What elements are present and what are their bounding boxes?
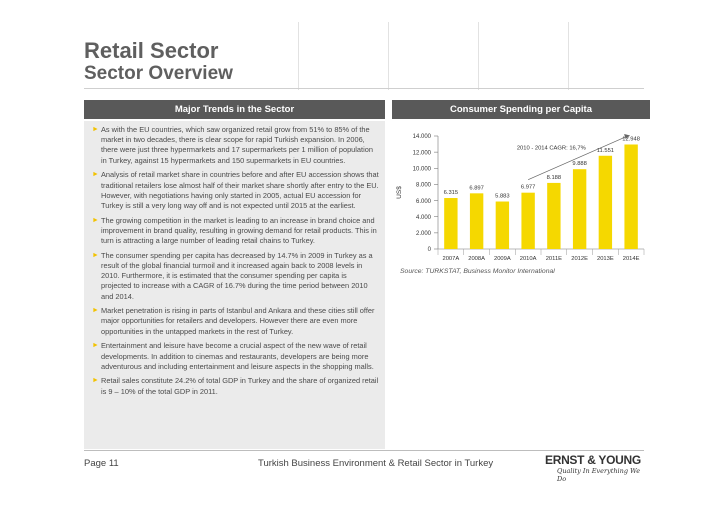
bar-value-label: 6.977	[521, 185, 536, 191]
x-tick-label: 2007A	[442, 256, 459, 262]
y-tick-label: 8.000	[416, 183, 432, 189]
trend-bullet-text: Retail sales constitute 24.2% of total G…	[101, 376, 379, 396]
y-tick-label: 12.000	[413, 150, 432, 156]
ernst-young-logo: ERNST & YOUNG Quality In Everything We D…	[545, 453, 650, 487]
footer-title: Turkish Business Environment & Retail Se…	[258, 458, 494, 469]
bar	[495, 201, 510, 249]
bar-value-label: 11.551	[597, 148, 614, 154]
bullet-arrow-icon: ►	[92, 342, 99, 350]
y-tick-label: 14.000	[413, 134, 432, 140]
bar-value-label: 12.948	[622, 136, 640, 142]
header-grid-line	[568, 22, 569, 90]
trend-bullet-text: The growing competition in the market is…	[101, 215, 377, 246]
bar	[572, 169, 587, 249]
bar-value-label: 6.315	[444, 190, 459, 196]
y-axis-label: US$	[396, 186, 403, 199]
cagr-arrow-line	[527, 136, 627, 181]
x-tick-label: 2013E	[597, 256, 614, 262]
bar	[444, 198, 458, 249]
trends-heading: Major Trends in the Sector	[84, 100, 385, 119]
trend-bullet: ► The consumer spending per capita has de…	[92, 251, 379, 302]
bar-value-label: 8.188	[547, 175, 562, 181]
trend-bullet: ► Analysis of retail market share in coun…	[92, 170, 379, 211]
bar	[624, 144, 638, 249]
bar	[469, 193, 484, 249]
x-tick-label: 2009A	[494, 256, 511, 262]
spending-bar-chart: US$ 0 2.000 4.000 6.000 8.000 10.000 12.000 14.0…	[396, 133, 645, 262]
x-tick-label: 2008A	[468, 256, 485, 262]
x-tick-label: 2014E	[623, 256, 640, 262]
trend-bullet-text: Analysis of retail market share in count…	[101, 170, 379, 210]
bullet-arrow-icon: ►	[92, 171, 99, 179]
bar-value-label: 5.883	[495, 194, 510, 200]
trend-bullet-text: Market penetration is rising in parts of…	[101, 306, 375, 336]
trend-bullet: ► Retail sales constitute 24.2% of total …	[92, 376, 379, 396]
page-number: Page 11	[84, 458, 119, 469]
x-tick-label: 2010A	[520, 256, 537, 262]
page-subtitle: Sector Overview	[84, 63, 233, 84]
bar	[521, 192, 535, 249]
footer-divider	[84, 450, 644, 451]
y-tick-label: 2.000	[416, 231, 432, 237]
bullet-arrow-icon: ►	[92, 216, 99, 224]
y-tick-label: 4.000	[416, 215, 432, 221]
page-title: Retail Sector	[84, 38, 219, 63]
y-tick-label: 0	[428, 247, 432, 253]
trends-list: ► As with the EU countries, which saw org…	[84, 121, 385, 397]
trend-bullet: ► As with the EU countries, which saw org…	[92, 125, 379, 166]
bar-value-label: 6.897	[469, 185, 484, 191]
header-grid-line	[478, 22, 479, 90]
logo-name: ERNST & YOUNG	[545, 453, 641, 467]
trend-bullet: ► Entertainment and leisure have become a…	[92, 341, 379, 372]
spending-heading: Consumer Spending per Capita	[392, 100, 650, 119]
bullet-arrow-icon: ►	[92, 126, 99, 133]
x-tick-label: 2012E	[571, 256, 588, 262]
x-tick-label: 2011E	[546, 256, 562, 262]
bar	[547, 182, 561, 249]
trend-bullet-text: As with the EU countries, which saw orga…	[101, 125, 373, 165]
bar	[598, 155, 613, 249]
y-tick-label: 6.000	[416, 199, 432, 205]
trends-panel: ► As with the EU countries, which saw org…	[84, 121, 385, 449]
cagr-arrowhead-icon	[624, 133, 631, 139]
bullet-arrow-icon: ►	[92, 377, 99, 385]
header-grid-line	[298, 22, 299, 90]
cagr-annotation: 2010 - 2014 CAGR: 16,7%	[517, 146, 586, 152]
bullet-arrow-icon: ►	[92, 307, 99, 315]
logo-tagline: Quality In Everything We Do	[557, 467, 641, 483]
header-divider	[84, 88, 644, 89]
chart-source: Source: TURKSTAT, Business Monitor Inter…	[400, 268, 555, 275]
bullet-arrow-icon: ►	[92, 251, 99, 259]
trend-bullet-text: The consumer spending per capita has dec…	[101, 250, 373, 301]
y-tick-label: 10.000	[413, 166, 432, 172]
header-grid-line	[388, 22, 389, 90]
trend-bullet-text: Entertainment and leisure have become a …	[101, 341, 374, 371]
trend-bullet: ► Market penetration is rising in parts o…	[92, 306, 379, 337]
bar-value-label: 9.888	[572, 161, 587, 167]
trend-bullet: ► The growing competition in the market i…	[92, 216, 379, 247]
